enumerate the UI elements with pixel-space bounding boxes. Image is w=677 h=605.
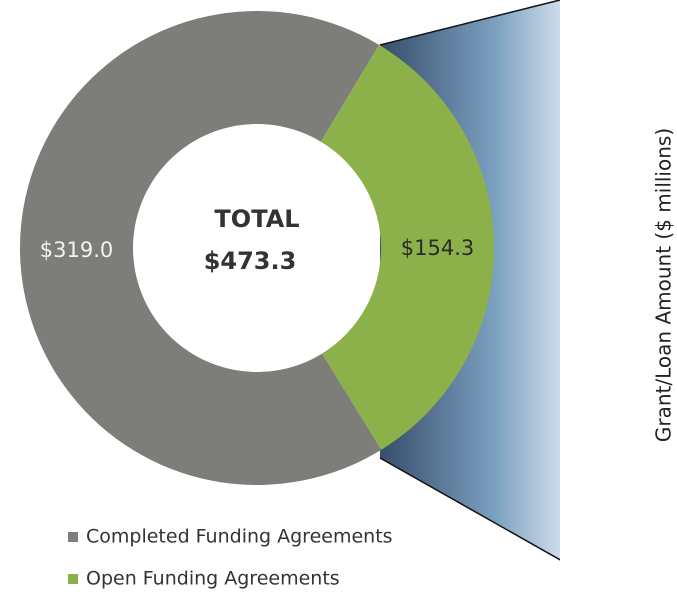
value-label: $319.0 bbox=[40, 238, 113, 262]
axis-panel bbox=[560, 0, 677, 605]
legend-swatch bbox=[68, 574, 78, 584]
legend-label: Completed Funding Agreements bbox=[86, 526, 393, 548]
value-label: $154.3 bbox=[401, 236, 474, 260]
center-title: TOTAL bbox=[214, 205, 299, 233]
donut-segment bbox=[20, 11, 382, 486]
donut-segment bbox=[320, 44, 494, 450]
center-total: $473.3 bbox=[204, 247, 297, 275]
legend-label: Open Funding Agreements bbox=[86, 568, 340, 590]
fan-edge bbox=[379, 0, 561, 46]
y-axis-label: Grant/Loan Amount ($ millions) bbox=[652, 128, 676, 442]
legend-swatch bbox=[68, 532, 78, 542]
